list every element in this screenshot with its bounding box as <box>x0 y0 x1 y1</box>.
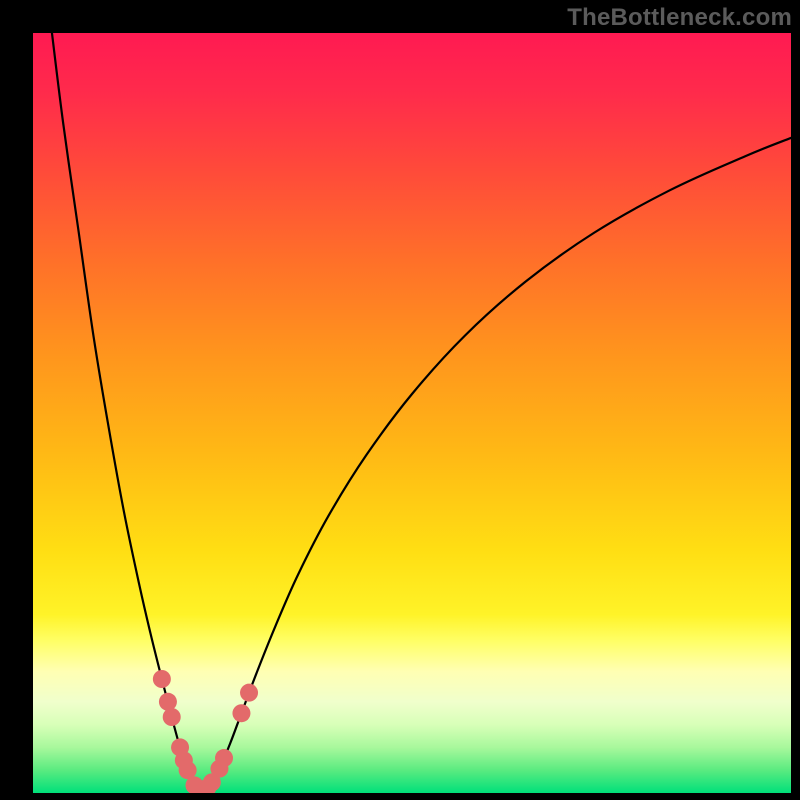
data-marker <box>159 693 177 711</box>
data-marker <box>215 749 233 767</box>
data-marker <box>240 684 258 702</box>
left-curve <box>52 33 200 789</box>
data-marker <box>232 704 250 722</box>
watermark-text: TheBottleneck.com <box>567 4 792 32</box>
right-curve <box>206 138 791 789</box>
chart-container: TheBottleneck.com <box>0 0 800 800</box>
data-marker <box>153 670 171 688</box>
data-marker <box>163 708 181 726</box>
curves-layer <box>33 33 791 793</box>
plot-area <box>33 33 791 793</box>
